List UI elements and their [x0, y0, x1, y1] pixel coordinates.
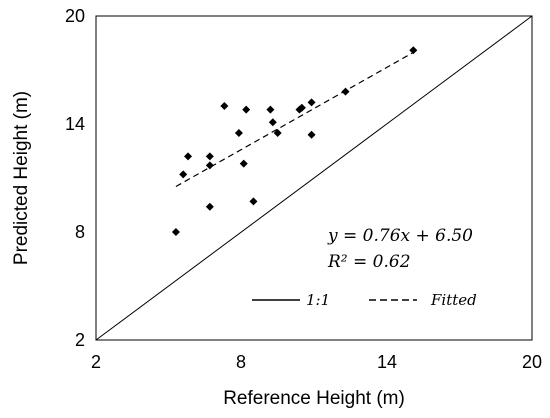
legend-label-fitted: Fitted [430, 291, 477, 309]
x-tick-label: 14 [377, 352, 397, 372]
data-point [307, 130, 316, 139]
data-point [179, 170, 188, 179]
data-point [273, 129, 282, 137]
one-to-one-line [95, 15, 533, 341]
x-tick-label: 8 [236, 352, 246, 372]
data-point [268, 118, 277, 127]
fitted-line [175, 51, 414, 188]
y-axis-title: Predicted Height (m) [11, 91, 32, 265]
data-point [171, 228, 180, 236]
y-tick-label: 2 [75, 330, 85, 350]
r-squared-label: R² = 0.62 [327, 252, 411, 272]
data-point [220, 102, 229, 110]
legend-label-1to1: 1:1 [306, 291, 330, 309]
data-point [205, 152, 214, 161]
data-point [297, 103, 306, 112]
legend: 1:1 Fitted [252, 291, 477, 309]
plot-frame [95, 15, 533, 341]
data-point [242, 105, 251, 114]
data-point [184, 152, 193, 161]
regression-equation: y = 0.76x + 6.50 [327, 226, 473, 246]
reference-lines [95, 15, 533, 341]
y-tick-label: 14 [65, 114, 85, 134]
data-point [341, 87, 350, 96]
data-point [307, 98, 316, 107]
data-point [239, 159, 248, 168]
data-point [409, 46, 418, 55]
data-point [249, 197, 258, 206]
data-point [234, 129, 243, 137]
x-tick-label: 2 [91, 352, 101, 372]
data-point [205, 161, 214, 170]
x-axis-title: Reference Height (m) [223, 388, 405, 409]
x-tick-label: 20 [522, 352, 542, 372]
y-tick-label: 20 [65, 6, 85, 26]
y-tick-label: 8 [75, 222, 85, 242]
data-point [205, 202, 214, 211]
data-points [171, 46, 418, 236]
data-point [266, 105, 275, 114]
